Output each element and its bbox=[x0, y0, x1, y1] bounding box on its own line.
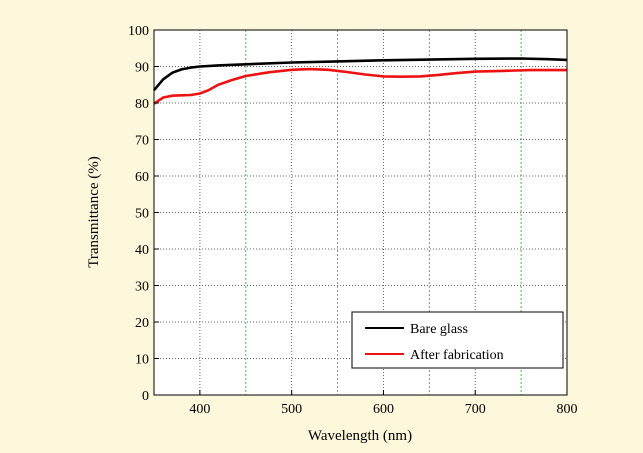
series-lines bbox=[153, 57, 568, 105]
series-line-bare-glass bbox=[153, 57, 568, 92]
legend-label-bare-glass: Bare glass bbox=[410, 322, 468, 337]
x-tick-label: 700 bbox=[465, 402, 486, 417]
y-tick-label: 100 bbox=[128, 24, 149, 39]
y-tick-label: 30 bbox=[135, 280, 149, 295]
x-tick-label: 800 bbox=[557, 402, 578, 417]
axes: 400 500 600 700 800 0 10 20 30 40 50 60 70 80 90 100 bbox=[128, 24, 578, 417]
x-tick-label: 500 bbox=[281, 402, 302, 417]
legend: Bare glass After fabrication bbox=[351, 311, 564, 369]
x-tick-label: 600 bbox=[373, 402, 394, 417]
y-tick-label: 80 bbox=[135, 97, 149, 112]
series-line-after-fabrication bbox=[153, 67, 567, 105]
y-tick-label: 0 bbox=[142, 389, 149, 404]
y-tick-label: 50 bbox=[135, 207, 149, 222]
legend-label-after-fabrication: After fabrication bbox=[410, 348, 504, 363]
legend-box bbox=[351, 311, 564, 369]
y-tick-label: 40 bbox=[135, 243, 149, 258]
x-tick-label: 400 bbox=[189, 402, 210, 417]
y-tick-label: 70 bbox=[135, 134, 149, 149]
y-tick-label: 10 bbox=[135, 353, 149, 368]
x-axis-title: Wavelength (nm) bbox=[308, 428, 412, 444]
y-axis-title: Transmittance (%) bbox=[86, 156, 102, 268]
y-tick-label: 60 bbox=[135, 170, 149, 185]
y-tick-label: 90 bbox=[135, 61, 149, 76]
y-tick-label: 20 bbox=[135, 316, 149, 331]
